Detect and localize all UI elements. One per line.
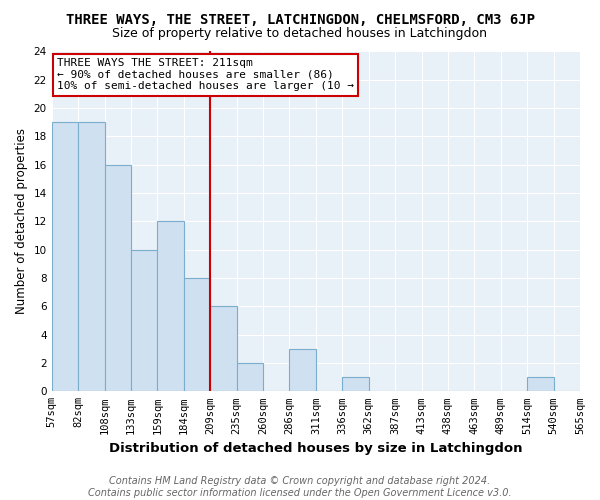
Bar [289,349,316,392]
Bar [342,377,368,392]
Bar [157,222,184,392]
Bar [104,165,131,392]
X-axis label: Distribution of detached houses by size in Latchingdon: Distribution of detached houses by size … [109,442,523,455]
Bar [78,122,104,392]
Text: Size of property relative to detached houses in Latchingdon: Size of property relative to detached ho… [113,28,487,40]
Text: THREE WAYS THE STREET: 211sqm
← 90% of detached houses are smaller (86)
10% of s: THREE WAYS THE STREET: 211sqm ← 90% of d… [57,58,354,92]
Y-axis label: Number of detached properties: Number of detached properties [15,128,28,314]
Bar [184,278,210,392]
Text: Contains HM Land Registry data © Crown copyright and database right 2024.
Contai: Contains HM Land Registry data © Crown c… [88,476,512,498]
Bar [236,363,263,392]
Bar [52,122,78,392]
Bar [210,306,236,392]
Bar [527,377,554,392]
Bar [131,250,157,392]
Text: THREE WAYS, THE STREET, LATCHINGDON, CHELMSFORD, CM3 6JP: THREE WAYS, THE STREET, LATCHINGDON, CHE… [65,12,535,26]
